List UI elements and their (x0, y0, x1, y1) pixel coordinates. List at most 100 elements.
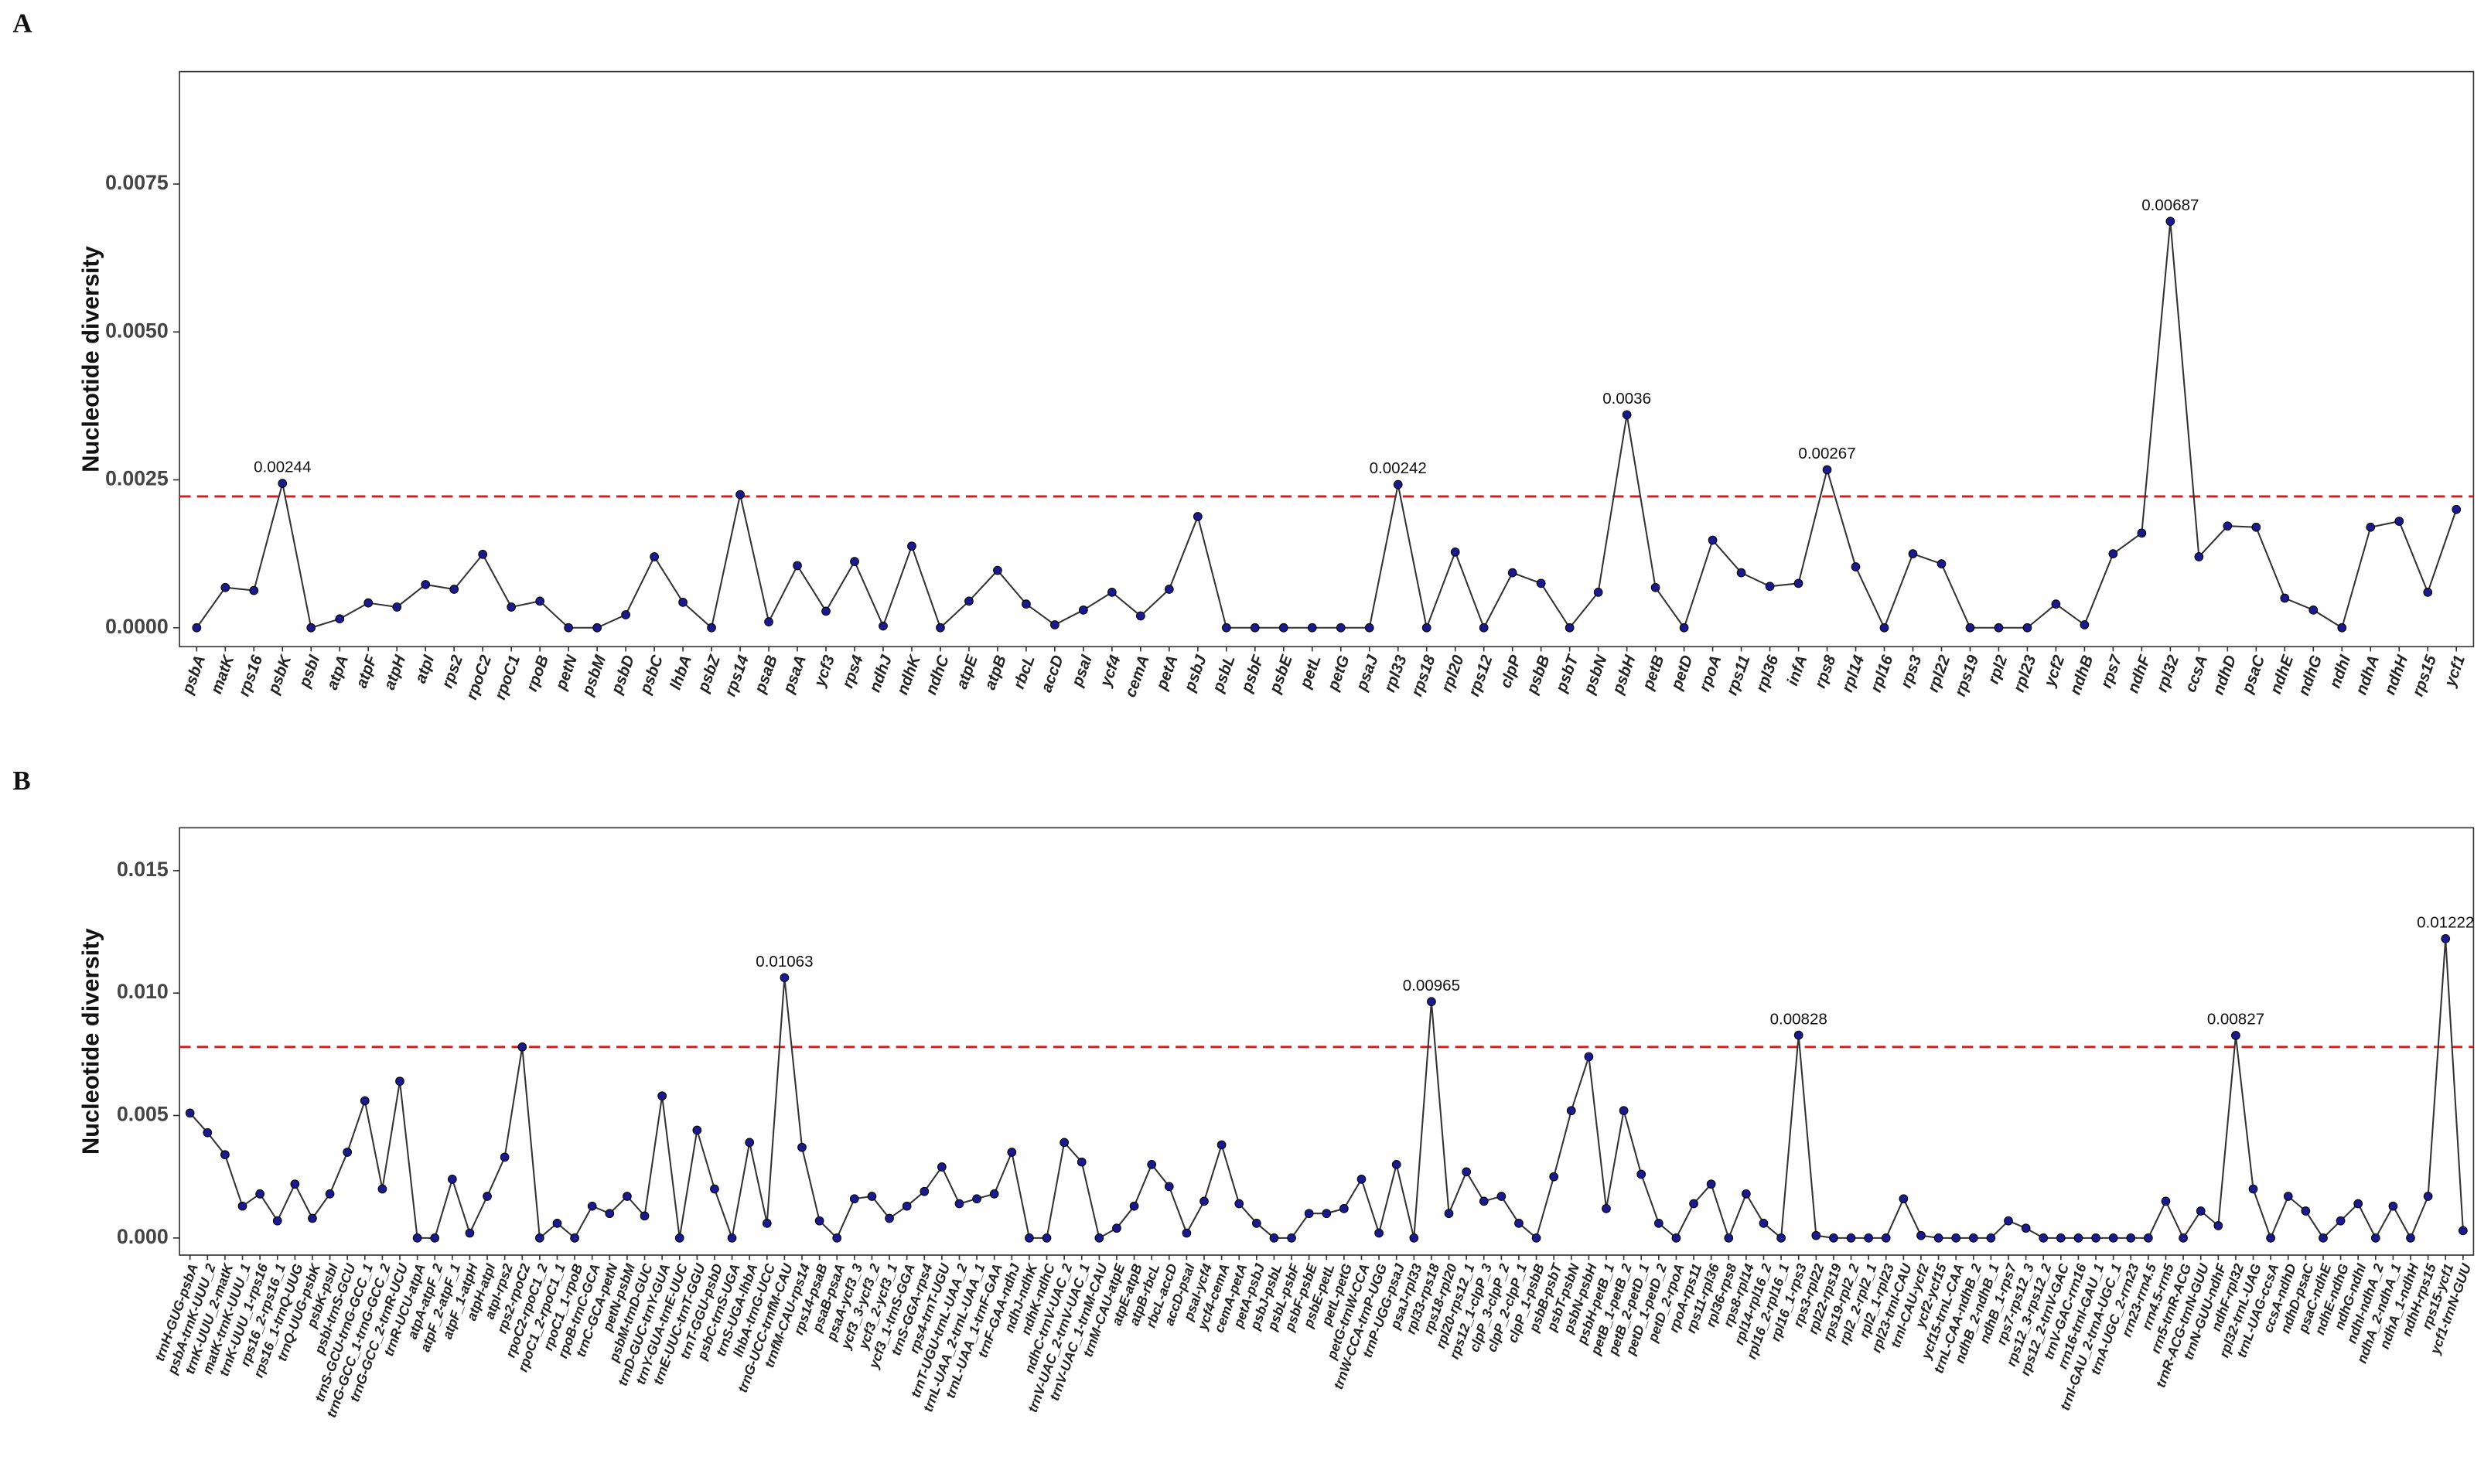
data-point (1427, 997, 1436, 1007)
x-tick-label: ndhH (2381, 652, 2412, 697)
data-point (710, 1184, 719, 1194)
data-point (1409, 1233, 1419, 1243)
data-point (1199, 1196, 1209, 1206)
data-point (1164, 1182, 1174, 1192)
value-label: 0.00687 (2141, 196, 2199, 214)
data-point (640, 1211, 650, 1221)
data-point (465, 1228, 475, 1238)
data-point (1136, 611, 1145, 621)
y-tick-label: 0.0075 (105, 171, 169, 194)
x-tick-label: atpE (953, 652, 981, 691)
data-point (1536, 578, 1546, 588)
data-point (2091, 1233, 2100, 1243)
y-axis-title: Nucleotide diversity (77, 928, 104, 1155)
data-point (1164, 585, 1174, 594)
x-tick-label: psbM (578, 652, 610, 698)
value-label: 0.00828 (1770, 1010, 1827, 1028)
data-point (832, 1233, 842, 1243)
x-tick-label: psbH (1609, 652, 1640, 697)
data-point (483, 1192, 492, 1201)
value-label: 0.00827 (2207, 1011, 2264, 1029)
x-tick-label: rpl32 (2153, 653, 2183, 695)
x-tick-label: psaB (751, 653, 781, 696)
data-point (1147, 1159, 1157, 1169)
data-point (237, 1201, 247, 1211)
data-point (1908, 549, 1918, 558)
data-point (1251, 1218, 1261, 1228)
data-point (1042, 1233, 1052, 1243)
data-point (797, 1142, 807, 1152)
data-point (2301, 1206, 2311, 1216)
x-tick-label: rpoA (1696, 653, 1725, 694)
x-tick-label: ycf3 (810, 653, 838, 690)
data-point (395, 1076, 404, 1087)
data-point (1479, 1196, 1489, 1206)
data-point (993, 565, 1002, 575)
data-point (793, 561, 802, 571)
data-point (535, 596, 545, 606)
data-point (272, 1216, 282, 1226)
data-point (1216, 1140, 1227, 1150)
data-point (1679, 623, 1689, 633)
data-point (1182, 1228, 1192, 1238)
data-point (1565, 623, 1575, 633)
data-point (1636, 1169, 1646, 1179)
data-point (335, 614, 345, 624)
x-tick-label: cemA (1121, 653, 1153, 699)
data-point (1322, 1209, 1332, 1219)
data-point (587, 1201, 597, 1211)
data-point (657, 1091, 667, 1101)
data-point (517, 1042, 527, 1052)
data-point (1007, 1148, 1017, 1157)
x-tick-label: rps7 (2097, 652, 2126, 691)
x-tick-label: psbF (1237, 653, 1268, 695)
data-point (2366, 522, 2376, 532)
data-point (1287, 1233, 1296, 1243)
data-point (2336, 1216, 2346, 1226)
data-point (570, 1233, 579, 1243)
data-point (850, 557, 859, 566)
x-tick-label: rps4 (839, 653, 868, 691)
x-tick-label: rps15 (2409, 653, 2441, 699)
data-point (308, 1213, 317, 1223)
x-tick-label: rpoC1 (491, 653, 524, 702)
data-point (849, 1194, 859, 1204)
data-point (1584, 1052, 1594, 1062)
data-point (780, 973, 790, 983)
x-tick-label: psbN (1580, 652, 1611, 697)
x-tick-label: psbI (295, 652, 324, 691)
x-tick-label: ndhJ (866, 653, 896, 694)
data-point (1593, 588, 1603, 597)
data-point (1879, 623, 1889, 633)
data-point (867, 1192, 877, 1201)
data-point (2283, 1192, 2293, 1201)
x-tick-label: rpoC2 (462, 653, 495, 702)
data-point (1881, 1233, 1891, 1243)
data-point (1776, 1233, 1786, 1243)
data-point (478, 550, 488, 559)
data-point (430, 1233, 440, 1243)
data-point (2051, 599, 2061, 609)
x-tick-label: ndhI (2326, 652, 2355, 691)
data-point (306, 623, 316, 633)
data-point (447, 1174, 457, 1184)
data-point (1269, 1233, 1279, 1243)
value-label: 0.00242 (1370, 459, 1427, 477)
data-point (907, 541, 916, 551)
data-point (2423, 1192, 2433, 1201)
data-point (821, 606, 831, 616)
data-point (920, 1186, 930, 1196)
x-tick-label: ndhK (893, 651, 924, 697)
data-point (1936, 559, 1947, 568)
data-point (2108, 1233, 2118, 1243)
data-point (1736, 568, 1746, 578)
value-label: 0.00267 (1798, 445, 1855, 462)
data-point (220, 1150, 230, 1160)
data-point (2213, 1221, 2223, 1230)
data-point (255, 1189, 264, 1199)
data-point (1968, 1233, 1978, 1243)
x-tick-label: psbT (1552, 652, 1582, 695)
data-point (2073, 1233, 2083, 1243)
x-tick-label: ndhC (922, 652, 953, 697)
data-point (1374, 1228, 1384, 1238)
